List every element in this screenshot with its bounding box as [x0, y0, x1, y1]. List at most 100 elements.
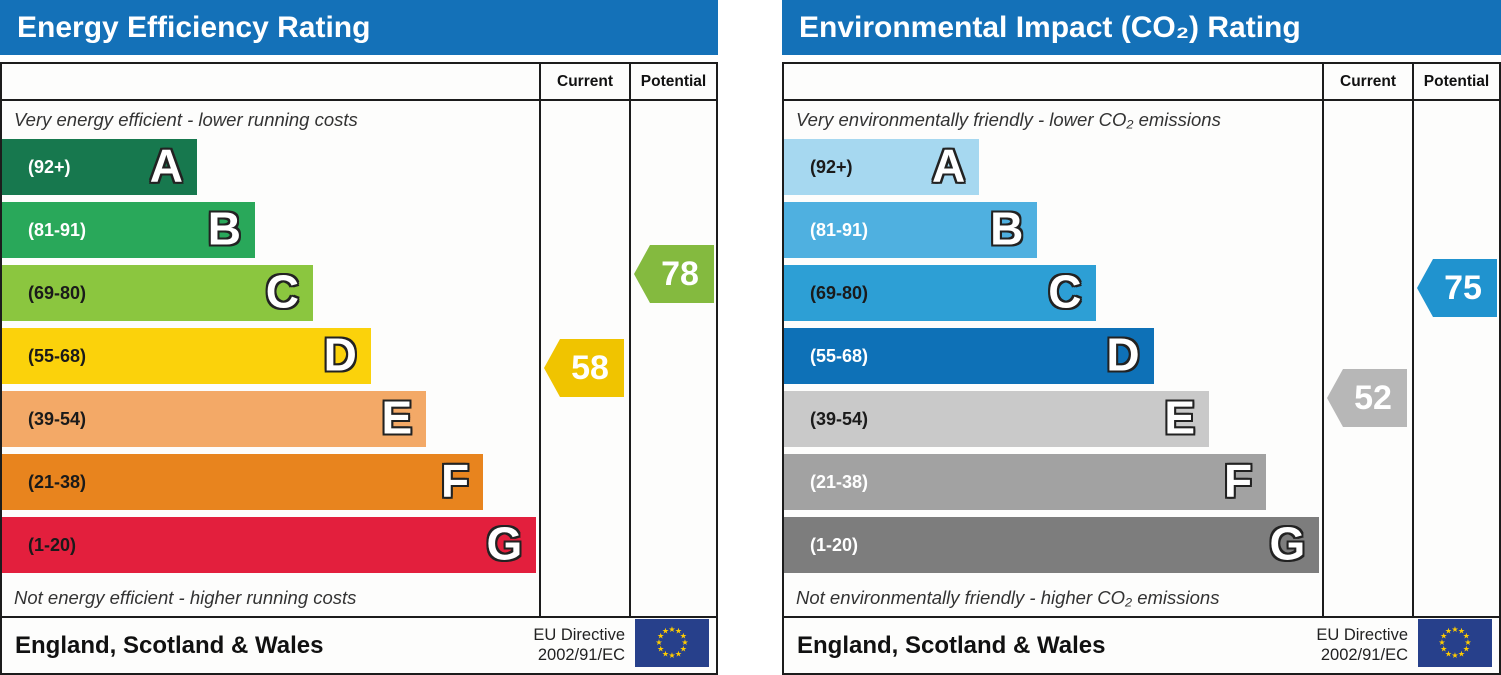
svg-text:★: ★ — [662, 649, 669, 658]
svg-text:★: ★ — [1440, 632, 1447, 641]
band-list: (92+) A (81-91) B (69-80) C (55-68) D (3… — [784, 139, 1322, 573]
eu-flag-icon: ★ ★★ ★★★ ★★★ ★★★ — [635, 619, 709, 667]
band-range-label: (69-80) — [810, 282, 869, 303]
band-range-label: (69-80) — [28, 282, 87, 303]
eu-directive-line2: 2002/91/EC — [1320, 645, 1408, 664]
band-range-label: (39-54) — [28, 408, 87, 429]
rating-table: Current Potential Very energy efficient … — [0, 62, 718, 675]
chart-title: Energy Efficiency Rating — [0, 0, 718, 55]
band-row: (1-20) G — [2, 517, 537, 573]
current-header: Current — [539, 64, 629, 99]
band-area: Very energy efficient - lower running co… — [2, 101, 539, 616]
band-range-label: (55-68) — [28, 345, 87, 366]
band-row: (39-54) E — [2, 391, 427, 447]
eu-directive-label: EU Directive 2002/91/EC — [533, 626, 625, 666]
potential-arrow: 78 — [634, 245, 714, 303]
header-spacer — [784, 64, 1322, 99]
arrow-value: 58 — [571, 348, 609, 387]
svg-text:★: ★ — [1445, 649, 1452, 658]
band-range-label: (1-20) — [810, 534, 859, 555]
table-body: Very environmentally friendly - lower CO… — [784, 101, 1499, 616]
bottom-note: Not energy efficient - higher running co… — [14, 587, 357, 608]
bottom-note: Not environmentally friendly - higher CO… — [796, 587, 1220, 608]
band-row: (55-68) D — [784, 328, 1154, 384]
band-range-label: (92+) — [810, 156, 853, 177]
table-header: Current Potential — [784, 64, 1499, 101]
arrow-value: 75 — [1444, 268, 1482, 307]
header-spacer — [2, 64, 539, 99]
eu-flag-icon: ★ ★★ ★★★ ★★★ ★★★ — [1418, 619, 1492, 667]
potential-arrow: 75 — [1417, 259, 1497, 317]
svg-text:★: ★ — [655, 638, 662, 647]
band-letter: F — [441, 454, 470, 507]
band-letter: D — [1106, 328, 1140, 381]
band-letter: G — [486, 517, 523, 570]
flag-slot: ★ ★ ★ ★ ★ ★ ★ ★ ★ ★ ★ ★ — [1418, 619, 1499, 672]
svg-text:★: ★ — [668, 625, 675, 634]
current-column: 58 — [539, 101, 629, 616]
svg-text:★: ★ — [1463, 645, 1470, 654]
svg-text:★: ★ — [681, 638, 688, 647]
svg-text:★: ★ — [1440, 645, 1447, 654]
band-letter: F — [1223, 454, 1253, 507]
band-row: (1-20) G — [784, 517, 1320, 573]
band-letter: C — [265, 265, 299, 318]
band-range-label: (92+) — [28, 156, 71, 177]
svg-text:★: ★ — [680, 645, 687, 654]
arrow-value: 78 — [661, 254, 699, 293]
current-arrow: 58 — [544, 339, 624, 397]
svg-text:★: ★ — [657, 645, 664, 654]
band-letter: A — [149, 139, 183, 192]
svg-text:★: ★ — [1451, 651, 1458, 660]
rating-table: Current Potential Very environmentally f… — [782, 62, 1501, 675]
potential-column: 78 — [629, 101, 716, 616]
band-row: (92+) A — [784, 139, 980, 195]
table-header: Current Potential — [2, 64, 716, 101]
band-row: (81-91) B — [2, 202, 255, 258]
band-row: (55-68) D — [2, 328, 371, 384]
band-row: (21-38) F — [2, 454, 484, 510]
eu-directive-line1: EU Directive — [1316, 625, 1408, 644]
svg-text:★: ★ — [1438, 638, 1445, 647]
band-row: (81-91) B — [784, 202, 1038, 258]
flag-slot: ★ ★ ★ ★ ★ ★ ★ ★ ★ ★ ★ ★ — [635, 619, 716, 672]
band-row: (92+) A — [2, 139, 197, 195]
potential-header: Potential — [629, 64, 716, 99]
eu-directive-line1: EU Directive — [533, 625, 625, 644]
potential-header: Potential — [1412, 64, 1499, 99]
band-range-label: (21-38) — [810, 471, 869, 492]
band-range-label: (21-38) — [28, 471, 87, 492]
band-row: (69-80) C — [2, 265, 313, 321]
band-letter: B — [990, 202, 1024, 255]
band-letter: B — [207, 202, 241, 255]
top-note: Very energy efficient - lower running co… — [14, 109, 358, 130]
table-body: Very energy efficient - lower running co… — [2, 101, 716, 616]
svg-text:★: ★ — [1445, 627, 1452, 636]
top-note: Very environmentally friendly - lower CO… — [796, 109, 1221, 130]
band-letter: E — [381, 391, 413, 444]
band-letter: D — [323, 328, 357, 381]
arrow-value: 52 — [1354, 378, 1392, 417]
svg-text:★: ★ — [1458, 627, 1465, 636]
environmental-impact-panel: Environmental Impact (CO₂) Rating Curren… — [782, 0, 1501, 675]
table-footer: England, Scotland & Wales EU Directive 2… — [2, 616, 716, 673]
region-label: England, Scotland & Wales — [797, 631, 1106, 659]
current-column: 52 — [1322, 101, 1412, 616]
table-footer: England, Scotland & Wales EU Directive 2… — [784, 616, 1499, 673]
eu-directive-line2: 2002/91/EC — [537, 645, 625, 664]
svg-text:★: ★ — [680, 632, 687, 641]
band-range-label: (1-20) — [28, 534, 77, 555]
band-list: (92+) A (81-91) B (69-80) C (55-68) D (3… — [2, 139, 539, 573]
svg-text:★: ★ — [662, 627, 669, 636]
band-area: Very environmentally friendly - lower CO… — [784, 101, 1322, 616]
region-label: England, Scotland & Wales — [15, 631, 324, 659]
band-letter: C — [1048, 265, 1082, 318]
svg-text:★: ★ — [1463, 632, 1470, 641]
svg-text:★: ★ — [675, 649, 682, 658]
current-arrow: 52 — [1327, 369, 1407, 427]
band-letter: E — [1164, 391, 1196, 444]
svg-text:★: ★ — [668, 651, 675, 660]
chart-title: Environmental Impact (CO₂) Rating — [782, 0, 1501, 55]
band-row: (21-38) F — [784, 454, 1267, 510]
